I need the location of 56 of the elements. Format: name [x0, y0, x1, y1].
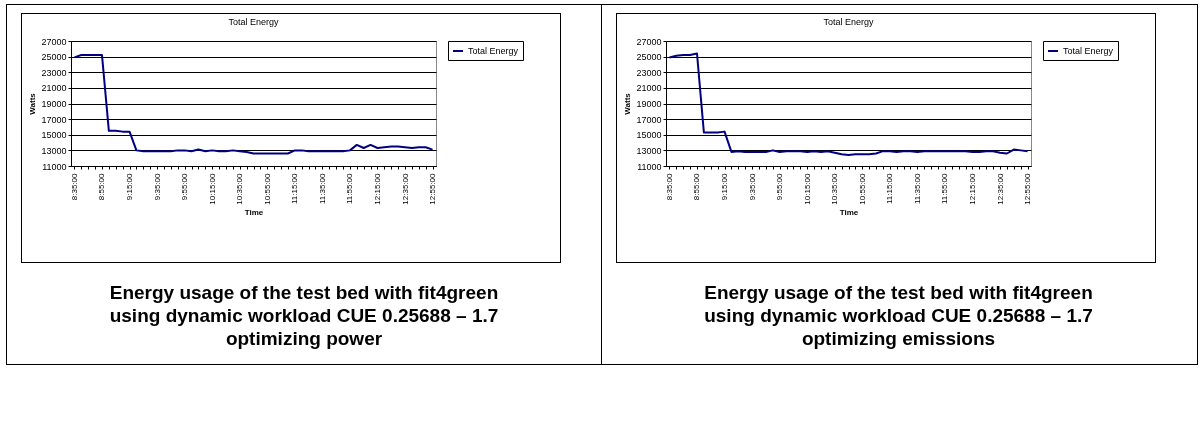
x-tick-label: 12:55:00	[428, 172, 438, 205]
x-tick-label: 10:55:00	[262, 172, 272, 205]
x-tick-label: 8:35:00	[69, 172, 79, 201]
x-tick-label: 9:55:00	[180, 172, 190, 201]
y-tick-label: 13000	[636, 145, 662, 156]
y-tick-label: 21000	[636, 83, 662, 94]
x-tick-label: 9:55:00	[775, 172, 785, 201]
y-tick-label: 27000	[41, 36, 67, 47]
x-tick-label: 8:55:00	[97, 172, 107, 201]
y-tick-label: 23000	[41, 67, 67, 78]
x-tick-label: 12:35:00	[400, 172, 410, 205]
x-tick-label: 11:15:00	[290, 172, 300, 205]
legend-label: Total Energy	[1063, 46, 1114, 56]
x-tick-label: 10:15:00	[802, 172, 812, 205]
y-tick-label: 17000	[41, 114, 67, 125]
y-tick-label: 11000	[637, 161, 662, 172]
legend-label: Total Energy	[468, 46, 519, 56]
y-tick-label: 19000	[636, 99, 662, 109]
x-tick-label: 11:15:00	[885, 172, 895, 205]
x-tick-label: 12:15:00	[372, 172, 382, 205]
x-tick-label: 10:35:00	[235, 172, 245, 205]
y-tick-label: 23000	[636, 67, 662, 78]
x-tick-label: 11:55:00	[940, 172, 950, 205]
x-tick-label: 11:55:00	[345, 172, 355, 205]
y-tick-label: 27000	[636, 36, 662, 47]
text: Energy usage of the test bed with fit4green using dynamic workload CUE 0.25688 – 1.7 optimizing emissions	[703, 281, 1094, 350]
x-tick-label: 12:35:00	[995, 172, 1005, 205]
y-tick-label: 15000	[41, 130, 67, 141]
x-tick-label: 10:15:00	[207, 172, 217, 205]
x-tick-label: 9:15:00	[125, 172, 135, 201]
x-tick-label: 10:55:00	[857, 172, 867, 205]
y-tick-label: 21000	[41, 83, 67, 94]
y-tick-label: 25000	[41, 52, 67, 63]
x-tick-label: 10:35:00	[830, 172, 840, 205]
x-tick-label: 9:35:00	[747, 172, 757, 201]
y-axis-title: Watts	[28, 92, 38, 115]
x-tick-label: 8:35:00	[664, 172, 674, 201]
y-tick-label: 11000	[42, 161, 67, 172]
y-tick-label: 17000	[636, 114, 662, 125]
x-tick-label: 9:15:00	[720, 172, 730, 201]
x-tick-label: 8:55:00	[692, 172, 702, 201]
x-tick-label: 9:35:00	[152, 172, 162, 201]
x-axis-title: Time	[839, 207, 859, 217]
x-axis-title: Time	[244, 207, 264, 217]
y-axis-title: Watts	[623, 92, 633, 115]
y-tick-label: 15000	[636, 130, 662, 141]
x-tick-label: 11:35:00	[317, 172, 327, 205]
x-tick-label: 12:55:00	[1023, 172, 1033, 205]
chart-title: Total Energy	[228, 17, 280, 27]
chart-title: Total Energy	[823, 17, 875, 27]
x-tick-label: 12:15:00	[967, 172, 977, 205]
x-tick-label: 11:35:00	[912, 172, 922, 205]
y-tick-label: 25000	[636, 52, 662, 63]
y-tick-label: 13000	[41, 145, 67, 156]
text: Energy usage of the test bed with fit4green using dynamic workload CUE 0.25688 – 1.7 optimizing power	[108, 281, 500, 350]
y-tick-label: 19000	[41, 99, 67, 109]
